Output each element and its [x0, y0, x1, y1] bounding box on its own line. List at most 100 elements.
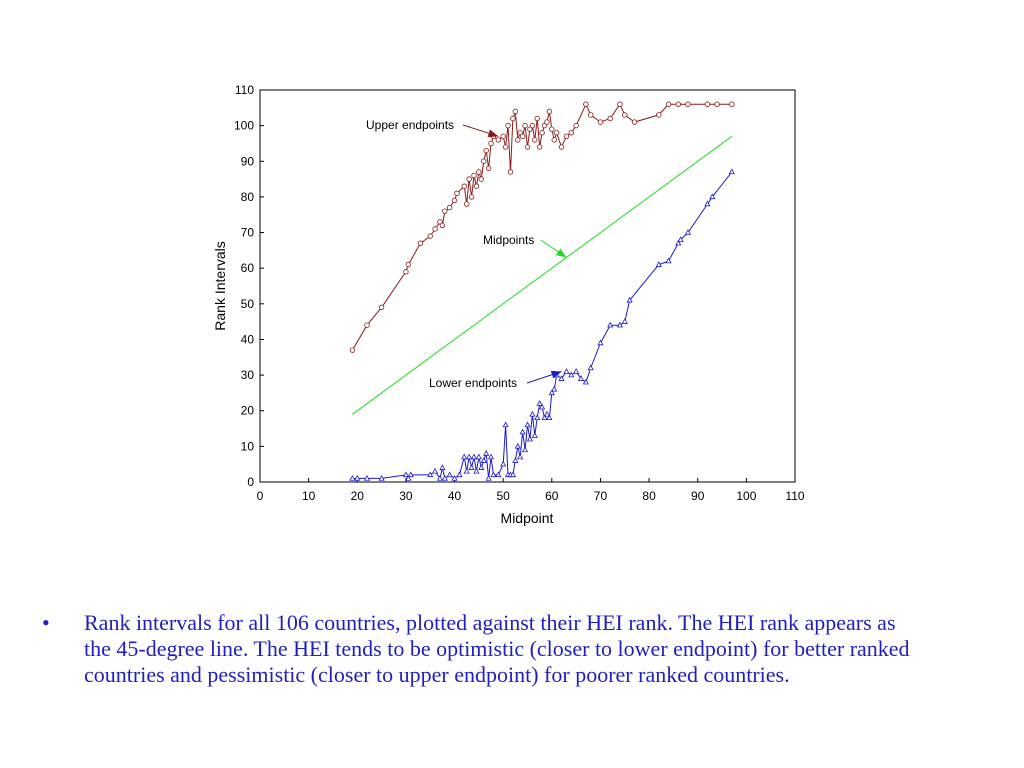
y-tick-label: 80	[241, 190, 255, 204]
upper-endpoints-point	[466, 176, 472, 182]
upper-endpoints-point	[622, 112, 628, 118]
lower-endpoints-point	[502, 421, 509, 428]
lower-endpoints-point	[534, 414, 541, 421]
series-layer	[349, 101, 735, 481]
upper-endpoints-arrowhead	[487, 129, 499, 138]
upper-endpoints-point	[500, 133, 506, 140]
lower-endpoints-point	[548, 389, 555, 396]
y-tick-label: 0	[247, 475, 254, 489]
lower-endpoints-point	[468, 464, 475, 470]
lower-endpoints-point	[436, 475, 444, 481]
annotation-layer: Upper endpoints Midpoints Lower endpoints	[366, 118, 567, 390]
x-axis: 0 10 20 30 40 50 60 70 80 90 100 110	[257, 478, 805, 503]
upper-endpoints-point	[519, 133, 526, 140]
lower-endpoints-point	[354, 475, 361, 481]
y-axis-title: Rank Intervals	[212, 241, 228, 330]
upper-endpoints-point	[451, 197, 458, 204]
lower-endpoints-point	[655, 261, 662, 267]
x-tick-label: 100	[736, 489, 756, 503]
lower-endpoints-point	[524, 421, 531, 428]
y-tick-label: 90	[241, 154, 255, 168]
bullet-marker: •	[42, 610, 50, 635]
y-tick-label: 20	[241, 404, 255, 418]
upper-endpoints-point	[656, 112, 662, 118]
lower-endpoints-point	[349, 475, 356, 481]
lower-endpoints-point	[363, 475, 371, 481]
lower-endpoints-line	[352, 171, 733, 480]
plot-frame	[259, 89, 796, 483]
upper-endpoints-point	[541, 122, 548, 129]
upper-endpoints-point	[403, 269, 409, 275]
upper-endpoints-point	[573, 122, 579, 129]
upper-endpoints-point	[442, 208, 448, 214]
lower-endpoints-point	[478, 464, 485, 470]
lower-endpoints-point	[597, 339, 604, 346]
upper-endpoints-point	[675, 101, 681, 107]
upper-endpoints-point	[481, 158, 487, 164]
lower-endpoints-point	[456, 471, 463, 478]
lower-endpoints-point	[546, 414, 553, 421]
lower-endpoints-point	[495, 471, 502, 478]
lower-endpoints-point	[451, 475, 458, 481]
lower-endpoints-point	[551, 385, 558, 392]
lower-endpoints-point	[531, 432, 538, 438]
y-tick-label: 110	[235, 83, 254, 97]
x-tick-label: 60	[545, 489, 559, 503]
upper-endpoints-point	[553, 130, 560, 136]
lower-endpoints-point	[704, 200, 711, 207]
lower-endpoints-point	[427, 471, 434, 478]
lower-endpoints-point	[475, 453, 482, 460]
lower-endpoints-point	[470, 453, 478, 460]
lower-endpoints-point	[728, 168, 735, 175]
lower-endpoints-point	[480, 457, 487, 463]
upper-endpoints-point	[536, 144, 543, 150]
upper-endpoints-point	[617, 101, 623, 107]
upper-endpoints-point	[568, 130, 574, 136]
lower-endpoints-point	[526, 435, 534, 442]
upper-endpoints-point	[471, 172, 477, 179]
lower-endpoints-point	[587, 364, 594, 371]
x-tick-label: 0	[257, 489, 264, 503]
upper-endpoints-point	[515, 137, 521, 143]
upper-endpoints-point	[527, 126, 533, 132]
lower-endpoints-point	[558, 375, 565, 381]
lower-endpoints-point	[539, 403, 546, 410]
upper-endpoints-point	[468, 194, 475, 200]
upper-endpoints-point	[432, 226, 438, 232]
lower-endpoints-point	[563, 368, 570, 374]
x-tick-label: 40	[448, 489, 462, 503]
upper-endpoints-point	[473, 183, 480, 189]
upper-endpoints-point	[446, 204, 453, 211]
upper-endpoints-point	[685, 101, 691, 107]
x-tick-label: 110	[785, 489, 804, 503]
lower-endpoints-point	[519, 428, 526, 435]
upper-endpoints-point	[464, 201, 470, 207]
upper-endpoints-point	[588, 112, 594, 118]
y-tick-label: 100	[234, 119, 254, 133]
lower-endpoints-point	[487, 453, 495, 460]
lower-endpoints-point	[509, 471, 516, 478]
lower-endpoints-point	[536, 400, 543, 406]
upper-endpoints-point	[478, 176, 484, 182]
upper-endpoints-point	[454, 190, 460, 197]
lower-endpoints-point	[473, 467, 480, 474]
upper-endpoints-point	[539, 130, 545, 136]
upper-endpoints-point	[437, 219, 443, 225]
upper-endpoints-point	[517, 130, 523, 136]
upper-endpoints-point	[544, 119, 550, 125]
lower-endpoints-point	[543, 410, 551, 417]
upper-endpoints-point	[405, 261, 412, 268]
lower-endpoints-point	[582, 378, 589, 385]
upper-endpoints-annotation: Upper endpoints	[366, 118, 454, 132]
lower-endpoints-point	[439, 464, 446, 470]
upper-endpoints-point	[522, 122, 528, 129]
y-tick-label: 40	[241, 332, 255, 346]
upper-endpoints-point	[495, 137, 502, 143]
lower-endpoints-arrowhead	[550, 370, 562, 379]
lower-endpoints-point	[607, 321, 614, 328]
lower-endpoints-point	[573, 368, 580, 374]
upper-endpoints-point	[532, 137, 538, 143]
y-tick-label: 30	[241, 368, 255, 382]
lower-endpoints-point	[432, 467, 439, 474]
x-tick-label: 70	[594, 489, 608, 503]
